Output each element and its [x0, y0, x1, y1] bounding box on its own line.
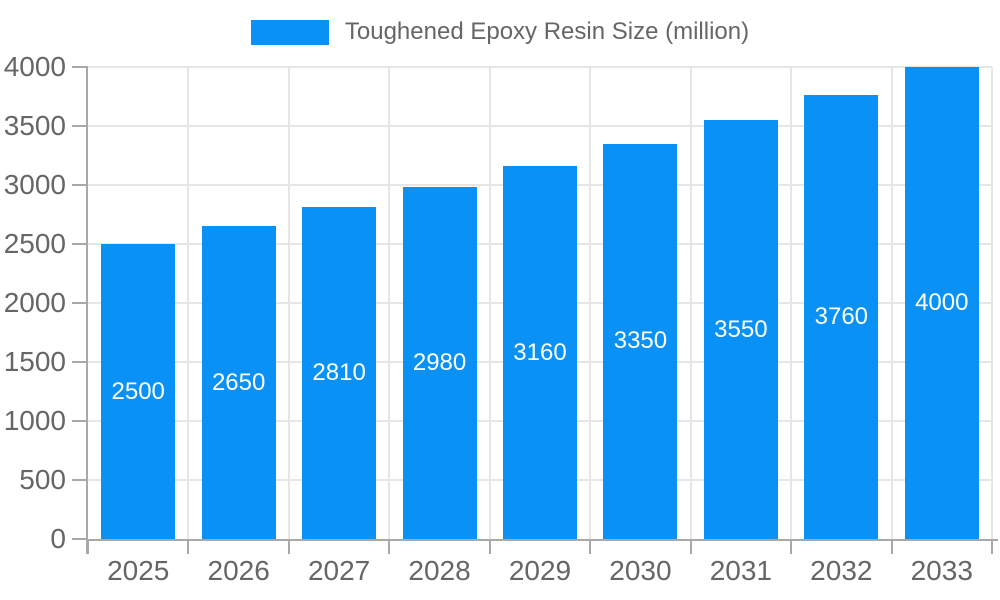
- x-tick-label-2029: 2029: [508, 555, 572, 586]
- x-gridline: [187, 67, 190, 539]
- y-tick-mark: [72, 420, 88, 422]
- y-gridline: [88, 66, 992, 68]
- bar-2032[interactable]: 3760: [804, 95, 879, 539]
- x-tick-label-2028: 2028: [408, 555, 471, 586]
- x-tick-label-2033: 2033: [910, 555, 973, 586]
- bar-2028[interactable]: 2980: [402, 187, 477, 539]
- y-gridline: [88, 125, 992, 127]
- bar-2031[interactable]: 3550: [703, 120, 778, 539]
- y-tick-mark: [72, 479, 88, 481]
- x-tick-mark: [287, 539, 290, 554]
- x-tick-mark: [689, 539, 692, 554]
- bar-value-label: 3160: [513, 338, 567, 366]
- y-axis-line: [86, 67, 88, 554]
- y-tick-mark: [72, 361, 88, 363]
- x-tick-mark: [388, 539, 391, 554]
- bar-value-label: 3550: [714, 315, 768, 343]
- bar-2026[interactable]: 2650: [201, 226, 276, 539]
- x-gridline: [287, 67, 290, 539]
- x-tick-mark: [589, 539, 592, 554]
- x-tick-label-2027: 2027: [307, 555, 371, 586]
- y-tick-label: 1500: [3, 346, 66, 377]
- x-gridline: [790, 67, 793, 539]
- x-gridline: [890, 67, 893, 539]
- bar-2027[interactable]: 2810: [302, 207, 377, 539]
- bar-value-label: 4000: [915, 289, 969, 316]
- bar-value-label: 3350: [613, 327, 668, 355]
- x-tick-mark: [890, 539, 893, 554]
- y-tick-label: 3500: [3, 110, 66, 141]
- y-tick-label: 2000: [3, 287, 66, 318]
- x-tick-label-2026: 2026: [207, 555, 270, 586]
- y-tick-label: 0: [50, 523, 66, 554]
- bar-2025[interactable]: 2500: [101, 244, 176, 539]
- x-tick-mark: [790, 539, 793, 554]
- bar-2033[interactable]: 4000: [904, 67, 979, 539]
- legend-swatch-icon: [250, 19, 329, 45]
- bar-value-label: 3760: [814, 303, 869, 331]
- x-gridline: [689, 67, 692, 539]
- x-tick-mark: [991, 539, 993, 554]
- y-tick-label: 4000: [3, 51, 66, 82]
- bar-2029[interactable]: 3160: [503, 166, 577, 539]
- bar-value-label: 2500: [111, 377, 165, 405]
- x-gridline: [991, 67, 993, 539]
- y-tick-label: 1000: [3, 405, 66, 436]
- bar-value-label: 2650: [211, 368, 266, 396]
- y-tick-mark: [72, 184, 88, 186]
- bar-2030[interactable]: 3350: [603, 143, 678, 539]
- x-gridline: [589, 67, 592, 539]
- y-tick-mark: [72, 125, 88, 127]
- y-tick-mark: [72, 243, 88, 245]
- x-tick-mark: [87, 539, 89, 554]
- y-tick-mark: [72, 66, 88, 68]
- y-tick-label: 500: [19, 464, 66, 495]
- y-tick-mark: [72, 302, 88, 304]
- x-tick-label-2032: 2032: [810, 555, 873, 586]
- x-tick-mark: [488, 539, 491, 554]
- y-tick-mark: [72, 538, 88, 540]
- x-gridline: [488, 67, 491, 539]
- x-gridline: [388, 67, 391, 539]
- y-tick-label: 3000: [3, 169, 66, 200]
- bar-value-label: 2810: [312, 359, 366, 387]
- x-tick-label-2030: 2030: [609, 555, 672, 586]
- legend[interactable]: Toughened Epoxy Resin Size (million): [0, 16, 1000, 48]
- x-tick-label-2025: 2025: [107, 555, 170, 586]
- x-tick-mark: [187, 539, 190, 554]
- legend-label: Toughened Epoxy Resin Size (million): [344, 18, 750, 45]
- x-axis-line: [86, 539, 998, 541]
- bar-value-label: 2980: [412, 349, 467, 377]
- x-tick-label-2031: 2031: [709, 555, 773, 586]
- y-tick-label: 2500: [3, 228, 66, 259]
